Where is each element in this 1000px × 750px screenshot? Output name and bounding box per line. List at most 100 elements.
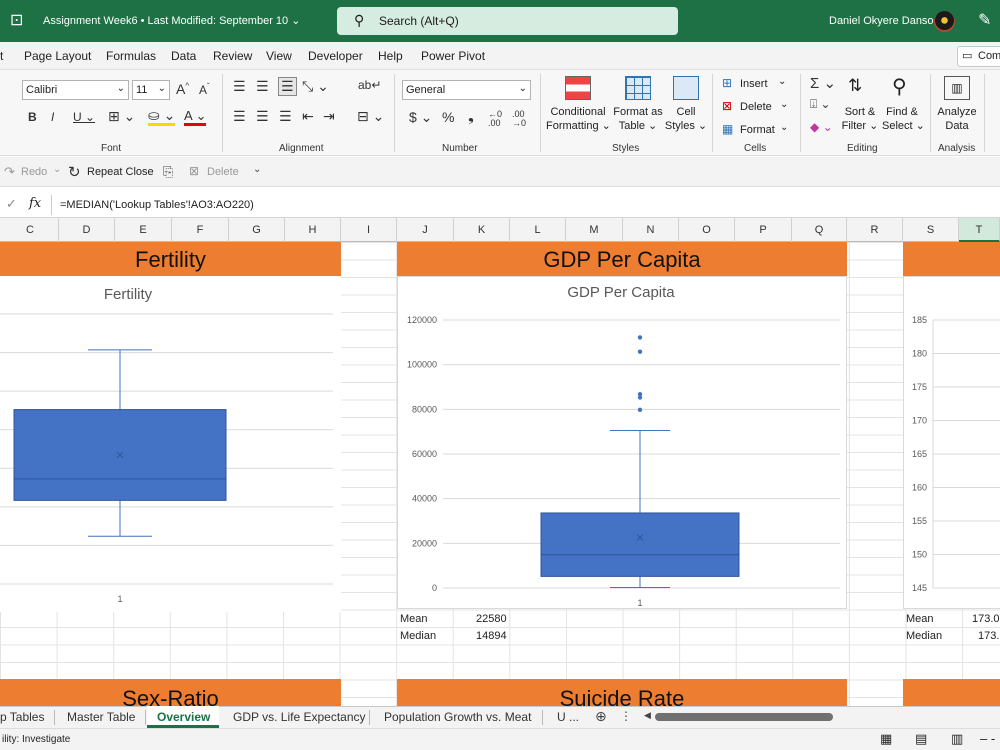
sheet-tab[interactable]: Population Growth vs. Meat	[384, 710, 532, 724]
horizontal-scrollbar[interactable]	[655, 713, 833, 721]
delete-icon[interactable]: ⊠	[189, 164, 200, 178]
outdent-icon[interactable]: ⇥	[323, 108, 335, 124]
gdp-mean-label[interactable]: Mean	[400, 613, 428, 625]
column-header[interactable]: N	[623, 218, 679, 242]
column-header[interactable]: P	[735, 218, 792, 242]
align-right-icon[interactable]: ☰	[279, 108, 292, 124]
chevron-down-icon[interactable]: ⌄	[53, 164, 62, 175]
column-header[interactable]: M	[566, 218, 623, 242]
pen-icon[interactable]: ✎	[978, 12, 992, 29]
chart-right[interactable]: 145 150 155 160 165 170 175 180 185	[903, 276, 1000, 609]
column-header[interactable]: R	[847, 218, 903, 242]
fill-color-icon[interactable]: ⛀ ⌄	[148, 108, 176, 126]
tab-developer[interactable]: Developer	[308, 49, 363, 63]
align-middle-icon[interactable]: ☰	[256, 78, 269, 94]
chart-gdp[interactable]: GDP Per Capita 0 20000 40000 60000 80000 1000…	[397, 276, 847, 609]
insert-cells-button[interactable]: ⊞ Insert ⌄	[722, 76, 788, 94]
user-name[interactable]: Daniel Okyere Danso	[829, 15, 934, 27]
column-header[interactable]: C	[2, 218, 59, 242]
outlier-point[interactable]	[637, 407, 643, 412]
format-cells-button[interactable]: ▦ Format ⌄	[722, 122, 788, 140]
column-header[interactable]: G	[229, 218, 285, 242]
outlier-point[interactable]	[637, 391, 643, 397]
right-median-value[interactable]: 173.	[978, 630, 1000, 642]
tab-insert[interactable]: t	[0, 49, 4, 63]
autosave-icon[interactable]: ⊡	[10, 12, 24, 29]
column-header[interactable]: H	[285, 218, 341, 242]
shrink-font-icon[interactable]: Aˇ	[199, 82, 210, 97]
merge-center-icon[interactable]: ⊟ ⌄	[357, 108, 385, 124]
format-as-table-button[interactable]: Format as Table ⌄	[612, 76, 664, 140]
zoom-out-icon[interactable]: – -	[980, 731, 996, 746]
tab-review[interactable]: Review	[213, 49, 253, 63]
borders-icon[interactable]: ⊞ ⌄	[108, 108, 136, 124]
column-header[interactable]: D	[59, 218, 115, 242]
repeat-close-label[interactable]: Repeat Close	[87, 166, 154, 178]
align-center-icon[interactable]: ☰	[256, 108, 269, 124]
tab-data[interactable]: Data	[171, 49, 197, 63]
delete-cells-button[interactable]: ⊠ Delete ⌄	[722, 99, 788, 117]
check-icon[interactable]: ✓	[6, 196, 17, 211]
tab-formulas[interactable]: Formulas	[106, 49, 157, 63]
column-header[interactable]: T	[959, 218, 1000, 242]
gdp-mean-value[interactable]: 22580	[476, 613, 507, 625]
scroll-left-icon[interactable]: ◀	[644, 710, 651, 720]
page-layout-icon[interactable]: ▤	[915, 731, 928, 746]
clear-icon[interactable]: ◆ ⌄	[810, 120, 833, 134]
function-icon[interactable]: fx	[29, 196, 42, 211]
autosum-icon[interactable]: Σ ⌄	[810, 75, 837, 92]
chart-wizard-icon[interactable]: ⎘	[163, 164, 174, 179]
column-header[interactable]: O	[679, 218, 735, 242]
box-iqr[interactable]	[540, 512, 740, 577]
currency-icon[interactable]: $ ⌄	[409, 109, 433, 125]
page-break-icon[interactable]: ▥	[951, 731, 964, 746]
wrap-text-icon[interactable]: ab↵	[358, 78, 382, 92]
analyze-data-button[interactable]: ▥ Analyze Data	[934, 76, 980, 140]
tab-power-pivot[interactable]: Power Pivot	[421, 49, 486, 63]
status-text[interactable]: ility: Investigate	[2, 734, 71, 745]
repeat-icon[interactable]: ↻	[68, 164, 81, 181]
column-header[interactable]: L	[510, 218, 566, 242]
font-size-select[interactable]: 11 ⌄	[132, 80, 170, 100]
column-header[interactable]: I	[341, 218, 397, 242]
bold-icon[interactable]: B	[28, 110, 37, 124]
tab-help[interactable]: Help	[378, 49, 403, 63]
cell-styles-button[interactable]: Cell Styles ⌄	[664, 76, 708, 140]
column-header[interactable]: K	[454, 218, 510, 242]
normal-view-icon[interactable]: ▦	[880, 731, 893, 746]
gdp-median-value[interactable]: 14894	[476, 630, 507, 642]
outlier-point[interactable]	[637, 349, 643, 354]
right-mean-label[interactable]: Mean	[906, 613, 934, 625]
underline-icon[interactable]: U ⌄	[73, 110, 96, 124]
redo-label[interactable]: Redo	[21, 166, 48, 178]
comma-icon[interactable]: ❟	[468, 108, 474, 125]
sheet-tab[interactable]: U ...	[557, 710, 580, 724]
right-mean-value[interactable]: 173.0	[972, 613, 1000, 625]
right-median-label[interactable]: Median	[906, 630, 943, 642]
redo-icon[interactable]: ↷	[4, 164, 15, 179]
outlier-point[interactable]	[637, 335, 643, 340]
decrease-decimal-icon[interactable]: .00 →0	[512, 109, 527, 128]
comments-button[interactable]: ▭ Com	[957, 46, 1000, 67]
search-box[interactable]: ⚲ Search (Alt+Q)	[337, 7, 678, 35]
column-header[interactable]: S	[903, 218, 959, 242]
delete-label[interactable]: Delete	[207, 166, 239, 178]
align-top-icon[interactable]: ☰	[233, 78, 246, 94]
font-color-icon[interactable]: A ⌄	[184, 108, 207, 126]
gdp-median-label[interactable]: Median	[400, 630, 437, 642]
font-name-select[interactable]: Calibri ⌄	[22, 80, 129, 100]
align-bottom-icon[interactable]: ☰	[278, 77, 297, 96]
add-sheet-icon[interactable]: ⊕	[595, 708, 607, 724]
sheet-tab[interactable]: p Tables	[0, 710, 45, 724]
align-left-icon[interactable]: ☰	[233, 108, 246, 124]
orientation-icon[interactable]: ⤡ ⌄	[302, 78, 329, 94]
tab-page-layout[interactable]: Page Layout	[24, 49, 92, 63]
italic-icon[interactable]: I	[51, 110, 55, 124]
fill-icon[interactable]: ⍗ ⌄	[810, 97, 831, 111]
indent-icon[interactable]: ⇤	[302, 108, 314, 124]
conditional-formatting-button[interactable]: Conditional Formatting ⌄	[546, 76, 611, 140]
active-sheet-tab[interactable]	[147, 706, 219, 728]
sheet-tab[interactable]: GDP vs. Life Expectancy	[233, 710, 366, 724]
sheet-tab-active[interactable]: Overview	[157, 710, 211, 724]
percent-icon[interactable]: %	[442, 109, 455, 125]
